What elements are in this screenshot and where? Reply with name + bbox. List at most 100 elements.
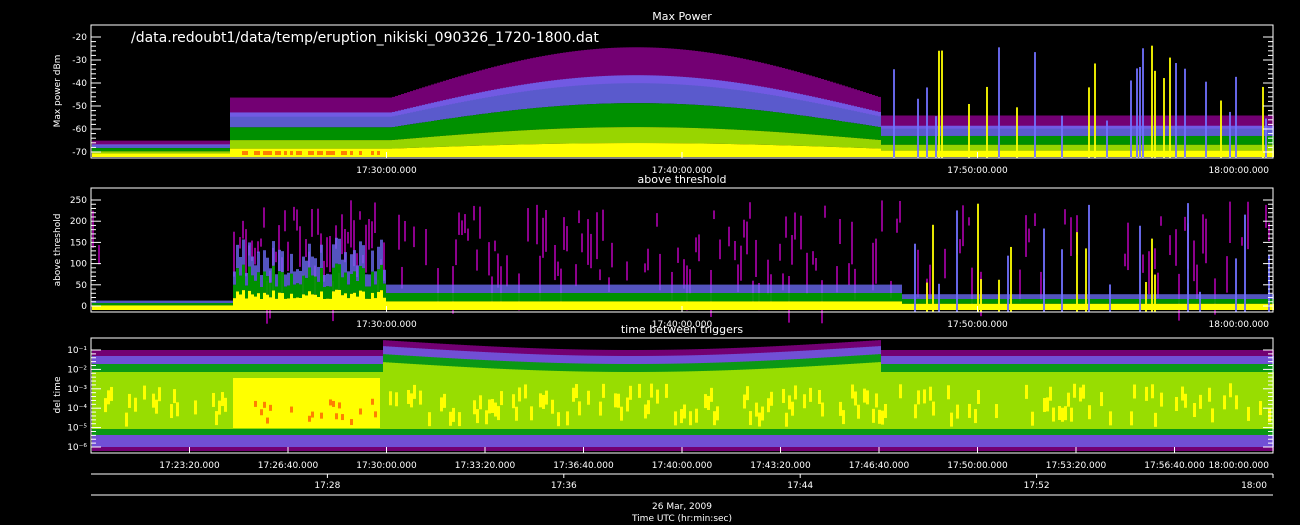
max-power-density-green xyxy=(704,105,707,129)
above-threshold-scatter xyxy=(506,255,508,287)
time-between-triggers-density-yellow xyxy=(413,384,416,399)
max-power-density-green xyxy=(758,110,761,131)
time-between-triggers-density-yellowgreen xyxy=(566,371,569,429)
max-power-density-magenta xyxy=(167,140,170,146)
max-power-density-yellowgreen xyxy=(1037,144,1040,151)
max-power-density-blue xyxy=(959,125,962,136)
above-threshold-spike xyxy=(1154,274,1156,312)
max-power-density-yellowgreen xyxy=(1112,144,1115,151)
max-power-density-magenta xyxy=(791,70,794,99)
max-power-density-blue xyxy=(779,89,782,113)
max-power-density-blue xyxy=(1037,125,1040,136)
time-between-triggers-density-yellowgreen xyxy=(554,370,557,429)
max-power-density-yellow xyxy=(665,143,668,157)
above-threshold-density-green xyxy=(365,286,368,299)
max-power-density-yellow xyxy=(1025,150,1028,157)
max-power-density-yellow xyxy=(698,143,701,157)
time-between-triggers-density-yellowgreen xyxy=(638,371,641,429)
max-power-density-magenta xyxy=(755,61,758,93)
time-between-triggers-density-yellow xyxy=(389,391,392,406)
max-power-density-blue xyxy=(965,125,968,136)
max-power-density-blue xyxy=(236,112,239,128)
above-threshold-density-yellow xyxy=(1175,303,1178,310)
max-power-density-green xyxy=(134,148,137,152)
max-power-density-magenta xyxy=(557,53,560,88)
above-threshold-density-blue xyxy=(443,284,446,293)
max-power-density-blue xyxy=(266,112,269,128)
above-threshold-density-yellow xyxy=(1040,303,1043,310)
max-power-density-green xyxy=(140,148,143,152)
max-power-density-magenta xyxy=(485,68,488,98)
above-threshold-density-green xyxy=(1025,299,1028,304)
above-threshold-density-yellow xyxy=(365,298,368,310)
above-threshold-density-yellow xyxy=(284,298,287,310)
max-power-density-yellowgreen xyxy=(1091,144,1094,151)
max-power-density-yellow xyxy=(983,150,986,157)
max-power-density-yellow xyxy=(701,143,704,157)
above-threshold-density-blue xyxy=(440,284,443,293)
above-threshold-density-blue xyxy=(542,284,545,293)
above-threshold-density-green xyxy=(728,293,731,302)
max-power-density-yellowgreen xyxy=(107,151,110,154)
above-threshold-density-yellow xyxy=(821,301,824,310)
above-threshold-density-yellow xyxy=(272,290,275,310)
above-threshold-density-blue xyxy=(911,294,914,299)
above-threshold-density-yellow xyxy=(554,301,557,310)
max-power-density-magenta xyxy=(257,97,260,117)
above-threshold-density-yellow xyxy=(332,291,335,310)
max-power-density-green xyxy=(569,105,572,129)
max-power-density-yellowgreen xyxy=(554,128,557,144)
above-threshold-scatter xyxy=(356,253,358,278)
time-between-triggers-density-orange xyxy=(254,400,257,407)
above-threshold-scatter xyxy=(275,251,277,263)
max-power-density-magenta xyxy=(155,140,158,146)
max-power-density-yellowgreen xyxy=(350,140,353,149)
max-power-density-green xyxy=(881,135,884,145)
above-threshold-scatter xyxy=(848,263,850,286)
time-between-triggers-density-yellowgreen xyxy=(191,372,194,429)
max-power-density-yellow xyxy=(140,153,143,157)
max-power-density-yellow xyxy=(464,146,467,157)
max-power-density-green xyxy=(521,109,524,131)
max-power-density-yellowgreen xyxy=(383,140,386,149)
max-power-density-yellowgreen xyxy=(497,131,500,146)
above-threshold-density-green xyxy=(122,303,125,306)
time-between-triggers-density-yellowgreen xyxy=(833,364,836,429)
time-between-triggers-density-yellow xyxy=(281,378,284,428)
time-between-triggers-density-yellowgreen xyxy=(497,368,500,429)
max-power-density-magenta xyxy=(929,115,932,129)
above-threshold-density-yellow xyxy=(602,301,605,310)
above-threshold-scatter xyxy=(326,237,328,268)
max-power-density-yellowgreen xyxy=(170,151,173,154)
above-threshold-density-yellow xyxy=(1115,303,1118,310)
time-between-triggers-density-yellowgreen xyxy=(998,372,1001,429)
above-threshold-density-yellow xyxy=(482,301,485,310)
above-threshold-scatter xyxy=(242,220,244,239)
time-between-triggers-density-yellowgreen xyxy=(428,364,431,429)
max-power-density-green xyxy=(959,135,962,145)
max-power-density-yellow xyxy=(1082,150,1085,157)
max-power-density-yellow xyxy=(767,144,770,157)
above-threshold-density-yellow xyxy=(593,301,596,310)
above-threshold-density-green xyxy=(182,303,185,306)
max-power-density-yellow xyxy=(695,143,698,157)
above-threshold-density-blue xyxy=(284,274,287,287)
above-threshold-density-blue xyxy=(875,284,878,293)
max-power-density-yellowgreen xyxy=(590,127,593,144)
max-power-density-magenta xyxy=(815,77,818,104)
above-threshold-density-yellow xyxy=(548,301,551,310)
max-power-density-yellowgreen xyxy=(980,144,983,151)
max-power-density-yellow xyxy=(272,148,275,157)
max-power-density-yellowgreen xyxy=(365,140,368,149)
max-power-density-yellowgreen xyxy=(932,144,935,151)
max-power-density-yellow xyxy=(467,145,470,157)
above-threshold-density-yellow xyxy=(1226,303,1229,310)
above-threshold-density-yellow xyxy=(440,301,443,310)
max-power-density-magenta xyxy=(608,48,611,84)
max-power-density-blue xyxy=(1058,125,1061,136)
above-threshold-density-yellow xyxy=(1223,303,1226,310)
max-power-density-yellow xyxy=(158,153,161,157)
above-threshold-scatter xyxy=(1184,216,1186,231)
max-power-density-green xyxy=(452,117,455,136)
time-between-triggers-density-yellowgreen xyxy=(680,371,683,429)
